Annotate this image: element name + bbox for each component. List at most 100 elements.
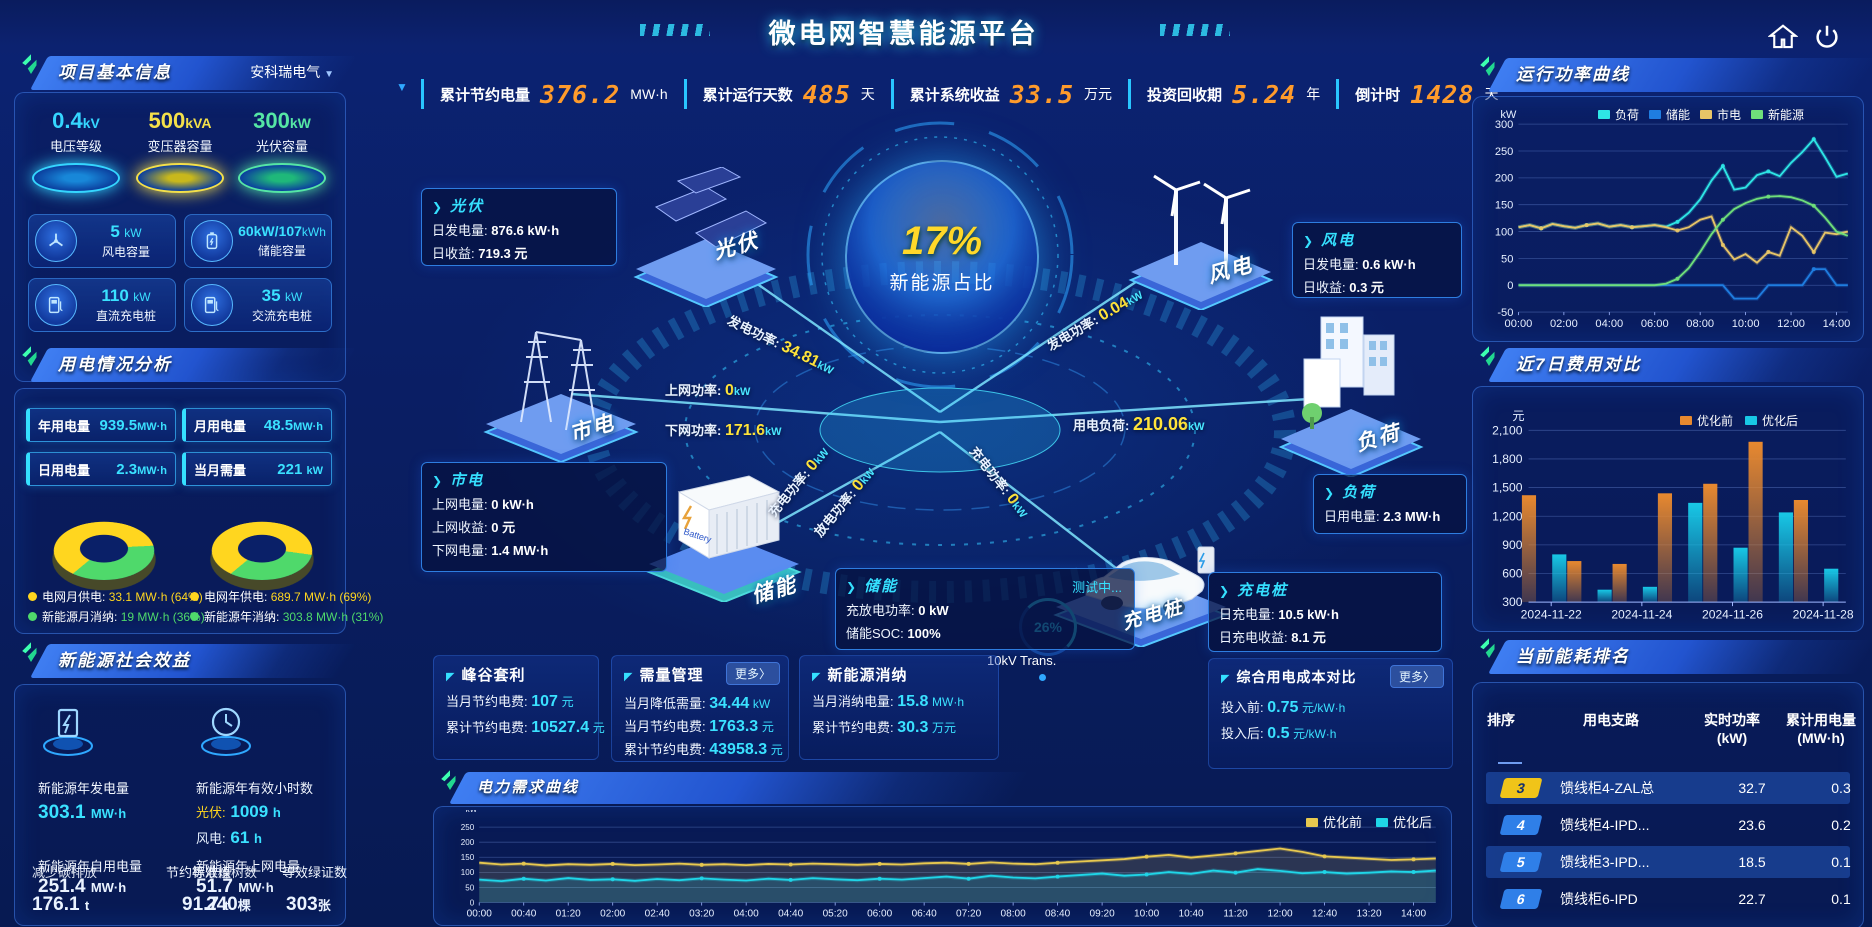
panel-peak-valley: ◤ 峰谷套利 当月节约电费: 107 元 累计节约电费: 10527.4 元 [433, 655, 605, 760]
svg-text:kW: kW [1500, 110, 1517, 121]
pv-node-icon[interactable] [626, 167, 786, 307]
kpi-payback: 投资回收期 5.24 年 [1128, 79, 1336, 109]
panel-corner-icon [1480, 56, 1495, 76]
demand-curve-chart[interactable]: 0 50 100 150 200 250 kW 00:00 00:40 01:20 02:00 02:… [439, 810, 1450, 923]
tree-value: 240棵 [206, 894, 251, 915]
wind-node-icon[interactable] [1121, 140, 1281, 310]
svg-text:300: 300 [1502, 595, 1522, 609]
cost-legend[interactable]: 优化前 优化后 [1680, 412, 1798, 429]
coal-value: 91.7 t [182, 894, 229, 915]
flag-icon: ◤ [1221, 673, 1231, 685]
ranking-row-6[interactable]: 6 馈线柜6-IPD 22.7 0.1 [1486, 883, 1851, 915]
svg-text:300: 300 [1495, 119, 1514, 131]
ac-charger-icon [191, 284, 233, 326]
panel-title: 项目基本信息 [58, 63, 172, 82]
svg-text:200: 200 [461, 838, 475, 847]
legend-grid-month: 电网月供电: 33.1 MW·h (64%) [28, 588, 203, 605]
page-title: 微电网智慧能源平台 [768, 19, 1039, 49]
load-node-icon[interactable] [1276, 297, 1426, 477]
stat-day-usage: 日用电量 2.3MW·h [26, 452, 176, 486]
self-use-label: 新能源年自用电量 [38, 859, 143, 874]
grid-node-icon[interactable] [476, 302, 646, 462]
cost-more-button[interactable]: 更多〉 [1389, 665, 1444, 688]
svg-text:00:00: 00:00 [467, 909, 493, 920]
company-dropdown[interactable]: 安科瑞电气 ▼ [250, 64, 334, 80]
svg-text:50: 50 [465, 883, 474, 892]
header-deco-left [640, 24, 710, 36]
run-power-chart[interactable]: -50 0 50 100 150 200 250 300kW 00:00 02:00 04:00 06… [1476, 110, 1862, 338]
flow-grid-import: 下网功率: 171.6kW [665, 422, 782, 439]
svg-text:04:00: 04:00 [734, 909, 760, 920]
flag-icon: ◤ [812, 671, 822, 683]
power-icon[interactable] [1812, 22, 1842, 52]
svg-text:00:40: 00:40 [511, 909, 537, 920]
svg-text:06:40: 06:40 [912, 909, 938, 920]
svg-text:150: 150 [461, 853, 475, 862]
flow-grid-export: 上网功率: 0kW [665, 382, 751, 399]
donut-year-chart[interactable] [202, 496, 322, 582]
ranking-row-3[interactable]: 3 馈线柜4-ZAL总 32.7 0.3 [1486, 772, 1851, 804]
svg-text:02:40: 02:40 [645, 909, 671, 920]
kpi-saved-energy: 累计节约电量 376.2 MW·h [421, 79, 684, 109]
dc-charger-icon [35, 284, 77, 326]
ranking-row-4[interactable]: 4 馈线柜4-IPD... 23.6 0.2 [1486, 809, 1851, 841]
panel-corner-icon [22, 346, 37, 366]
svg-text:02:00: 02:00 [1550, 318, 1578, 330]
storage-info-box: ❯ 储能 测试中... 充放电功率: 0 kW 储能SOC: 100% [835, 568, 1135, 650]
pv-hours: 光伏: 1009 h [196, 802, 281, 821]
ranking-row-5[interactable]: 5 馈线柜3-IPD... 18.5 0.1 [1486, 846, 1851, 878]
battery-icon [191, 220, 233, 262]
svg-text:kW: kW [466, 810, 478, 814]
demand-more-button[interactable]: 更多〉 [725, 662, 780, 685]
podium-pv-capacity: 300kW 光伏容量 [232, 108, 332, 193]
panel-renewable-consumption: ◤ 新能源消纳 当月消纳电量: 15.8 MW·h 累计节约电费: 30.3 万元 [799, 655, 999, 760]
svg-text:14:00: 14:00 [1401, 909, 1427, 920]
header-deco-right [1160, 24, 1230, 36]
gauge-dot [1039, 674, 1046, 681]
grid-info-box: ❯ 市电 上网电量: 0 kW·h 上网收益: 0 元 下网电量: 1.4 MW·… [421, 462, 667, 572]
storage-status: 测试中... [1072, 580, 1122, 595]
home-icon[interactable] [1767, 22, 1799, 52]
charger-info-box: ❯ 充电桩 日充电量: 10.5 kW·h 日充电收益: 8.1 元 [1208, 572, 1442, 652]
svg-text:50: 50 [1501, 253, 1513, 265]
svg-text:0: 0 [1507, 280, 1513, 292]
svg-text:2024-11-28: 2024-11-28 [1793, 607, 1854, 621]
svg-text:03:20: 03:20 [689, 909, 715, 920]
demand-legend[interactable]: 优化前 优化后 [1305, 812, 1432, 831]
card-ac-charger: 35 kW 交流充电桩 [184, 278, 332, 332]
svg-text:250: 250 [1495, 146, 1514, 158]
run-power-legend[interactable]: 负荷 储能 市电 新能源 [1598, 106, 1804, 123]
svg-text:08:40: 08:40 [1045, 909, 1071, 920]
svg-text:2024-11-22: 2024-11-22 [1521, 607, 1582, 621]
wind-info-box: ❯ 风电 日发电量: 0.6 kW·h 日收益: 0.3 元 [1292, 222, 1462, 298]
arrow-icon: ❯ [1219, 584, 1232, 598]
panel-demand-mgmt: ◤ 需量管理 更多〉 当月降低需量: 34.44 kW 当月节约电费: 1763.… [611, 655, 789, 762]
storage-node-icon[interactable]: Battery [639, 462, 809, 602]
svg-text:08:00: 08:00 [1001, 909, 1027, 920]
chevron-down-icon: ▼ [324, 69, 334, 80]
panel-run-power: 运行功率曲线 负荷 储能 市电 新能源 -50 0 50 100 150 200 250 30… [1472, 56, 1872, 342]
panel-project-info: 项目基本信息 安科瑞电气 ▼ 0.4kV 电压等级 500kVA 变压器容量 3… [14, 54, 357, 382]
panel-cost-comparison: ◤ 综合用电成本对比 更多〉 投入前: 0.75 元/kW·h 投入后: 0.5 … [1208, 658, 1453, 769]
donut-month-chart[interactable] [44, 496, 164, 582]
panel-title: 近7日费用对比 [1516, 355, 1642, 374]
hours-label: 新能源年有效小时数 [196, 781, 314, 796]
energy-flow-diagram: 17% 新能源占比 [421, 112, 1467, 681]
legend-renew-month: 新能源月消纳: 19 MW·h (36%) [28, 608, 205, 625]
svg-text:900: 900 [1502, 538, 1522, 552]
generation-icon [43, 708, 93, 756]
co2-label: 减少碳排放 [32, 865, 98, 880]
panel-energy-ranking: 当前能耗排名 排序 用电支路 实时功率 (kW) 累计用电量 (MW·h) 3 馈线… [1472, 638, 1872, 927]
gen-value: 303.1 MW·h [38, 802, 127, 823]
svg-text:01:20: 01:20 [556, 909, 582, 920]
collapse-arrow-icon[interactable]: ▼ [396, 80, 408, 94]
pv-info-box: ❯ 光伏 日发电量: 876.6 kW·h 日收益: 719.3 元 [421, 188, 617, 266]
svg-text:08:00: 08:00 [1686, 318, 1714, 330]
renewable-share-sphere: 17% 新能源占比 [845, 160, 1039, 354]
kpi-bar: 累计节约电量 376.2 MW·h 累计运行天数 485 天 累计系统收益 33.5 万元 … [421, 74, 1498, 114]
svg-text:2024-11-24: 2024-11-24 [1611, 607, 1672, 621]
ranking-header: 排序 用电支路 实时功率 (kW) 累计用电量 (MW·h) [1487, 712, 1856, 746]
arrow-icon: ❯ [1324, 486, 1337, 500]
